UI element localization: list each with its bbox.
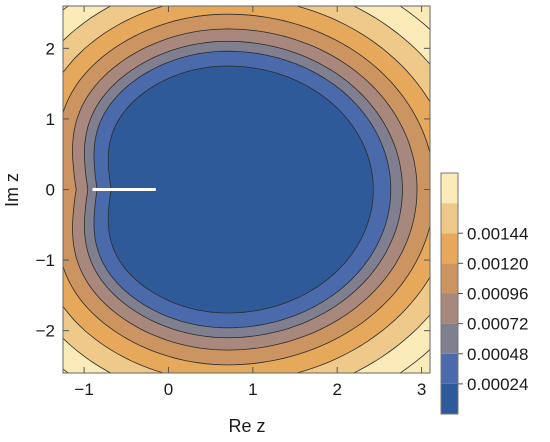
colorbar-swatch: [441, 293, 458, 324]
colorbar-swatch: [441, 353, 458, 384]
colorbar-tick-label: 0.00024: [467, 375, 528, 394]
y-tick-label: −1: [36, 251, 55, 270]
colorbar: 0.00024 0.00048 0.00072 0.00096 0.00120 0.001…: [440, 172, 528, 415]
x-axis-title: Re z: [228, 416, 265, 436]
colorbar-tick-label: 0.00096: [467, 285, 528, 304]
y-axis-title: Im z: [2, 173, 22, 207]
colorbar-swatch: [441, 203, 458, 234]
y-tick-label: 1: [46, 110, 55, 129]
colorbar-tick-label: 0.00072: [467, 315, 528, 334]
colorbar-swatch: [441, 173, 458, 204]
colorbar-tick-label: 0.00048: [467, 345, 528, 364]
x-tick-label: 0: [164, 380, 173, 399]
x-axis-ticks: −1 0 1 2 3: [74, 6, 426, 399]
colorbar-swatch: [441, 323, 458, 354]
colorbar-swatch: [441, 383, 458, 414]
contour-bands: [63, 6, 430, 373]
plot-area: [63, 6, 430, 373]
colorbar-swatch: [441, 263, 458, 294]
y-axis-ticks: −2 −1 0 1 2: [36, 39, 430, 341]
y-tick-label: 2: [46, 39, 55, 58]
x-tick-label: 1: [248, 380, 257, 399]
colorbar-tick-label: 0.00120: [467, 254, 528, 273]
x-tick-label: 3: [417, 380, 426, 399]
x-tick-label: −1: [74, 380, 93, 399]
colorbar-tick-label: 0.00144: [467, 224, 528, 243]
y-tick-label: −2: [36, 322, 55, 341]
colorbar-swatch: [441, 233, 458, 264]
x-tick-label: 2: [332, 380, 341, 399]
y-tick-label: 0: [46, 181, 55, 200]
